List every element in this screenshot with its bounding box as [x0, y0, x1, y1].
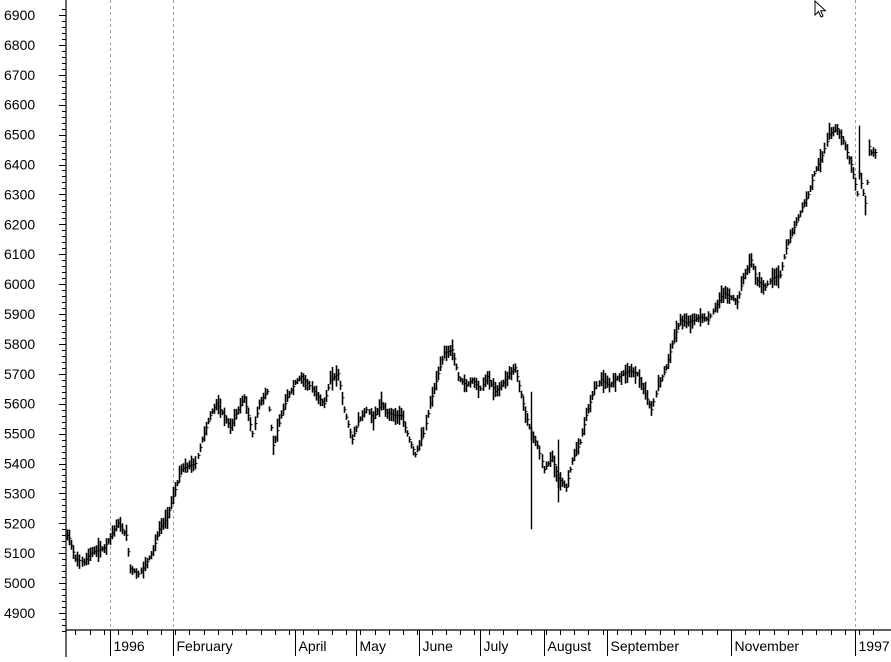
- y-tick-label: 6200: [4, 216, 35, 232]
- y-tick-label: 6100: [4, 246, 35, 262]
- y-tick-label: 5100: [4, 545, 35, 561]
- x-tick-label: May: [360, 638, 386, 654]
- y-tick-label: 5700: [4, 366, 35, 382]
- x-tick-label: June: [423, 638, 454, 654]
- x-tick-label: 1997: [859, 638, 890, 654]
- mouse-cursor-icon: [814, 0, 827, 18]
- grid-layer: [110, 0, 856, 630]
- x-tick-label: July: [484, 638, 509, 654]
- price-bars: [66, 122, 878, 579]
- y-tick-label: 6600: [4, 97, 35, 113]
- x-tick-label: August: [548, 638, 592, 654]
- x-axis: 1996 February April May June July August Septem…: [66, 629, 891, 656]
- y-tick-label: 6900: [4, 7, 35, 23]
- y-tick-label: 5200: [4, 515, 35, 531]
- x-tick-label: September: [611, 638, 680, 654]
- y-tick-label: 5300: [4, 485, 35, 501]
- y-tick-label: 6500: [4, 127, 35, 143]
- x-tick-label: April: [299, 638, 327, 654]
- y-axis: 4900 5000 5100 5200 5300 5400 5500 5600 5700 5800…: [4, 0, 67, 657]
- y-tick-label: 6300: [4, 186, 35, 202]
- x-tick-label: February: [177, 638, 233, 654]
- x-tick-label: November: [735, 638, 800, 654]
- y-tick-label: 6800: [4, 37, 35, 53]
- x-tick-label: 1996: [114, 638, 145, 654]
- y-tick-label: 6000: [4, 276, 35, 292]
- y-tick-label: 6700: [4, 67, 35, 83]
- y-tick-label: 6400: [4, 157, 35, 173]
- y-tick-label: 5800: [4, 336, 35, 352]
- y-tick-label: 5900: [4, 306, 35, 322]
- y-tick-label: 5400: [4, 456, 35, 472]
- y-tick-label: 5600: [4, 396, 35, 412]
- y-tick-label: 5500: [4, 426, 35, 442]
- y-tick-label: 4900: [4, 605, 35, 621]
- y-tick-label: 5000: [4, 575, 35, 591]
